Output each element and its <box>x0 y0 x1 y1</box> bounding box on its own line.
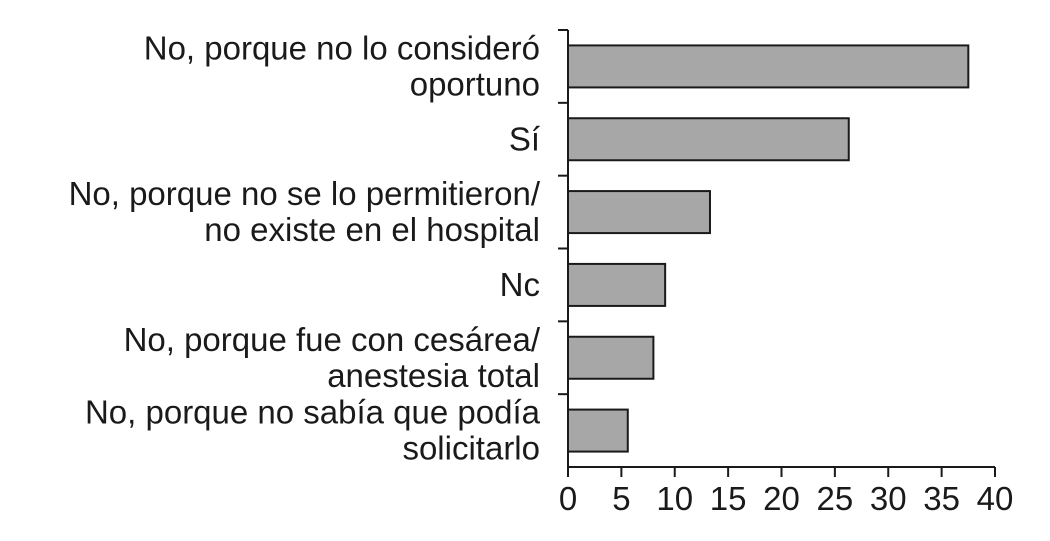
category-label: No, porque no lo consideró oportuno <box>144 29 540 102</box>
axes <box>558 29 996 477</box>
x-tick-label: 35 <box>923 480 960 517</box>
bar <box>567 117 850 162</box>
category-label: No, porque no sabía que podía solicitarlo <box>85 394 541 467</box>
x-tick-label: 25 <box>817 480 854 517</box>
x-tick-label: 15 <box>710 480 747 517</box>
bars-layer <box>567 44 970 453</box>
x-tick-label: 10 <box>656 480 693 517</box>
x-tick-label: 30 <box>870 480 907 517</box>
category-label: No, porque no se lo permitieron/no exist… <box>69 175 541 248</box>
x-tick-labels: 0 5 10 15 20 25 30 35 40 <box>559 480 1014 517</box>
x-tick-label: 5 <box>612 480 630 517</box>
bar <box>567 408 629 453</box>
category-label: Nc <box>500 266 540 303</box>
bar <box>567 335 655 380</box>
bar <box>567 44 970 89</box>
bar <box>567 262 667 307</box>
category-label: No, porque fue con cesárea/anestesia tot… <box>124 321 541 394</box>
category-label: Sí <box>509 120 540 157</box>
x-tick-label: 0 <box>559 480 577 517</box>
x-tick-label: 40 <box>977 480 1014 517</box>
bar <box>567 190 711 235</box>
x-tick-label: 20 <box>763 480 800 517</box>
category-labels: No, porque no lo consideró oportuno Sí No, … <box>69 29 541 466</box>
